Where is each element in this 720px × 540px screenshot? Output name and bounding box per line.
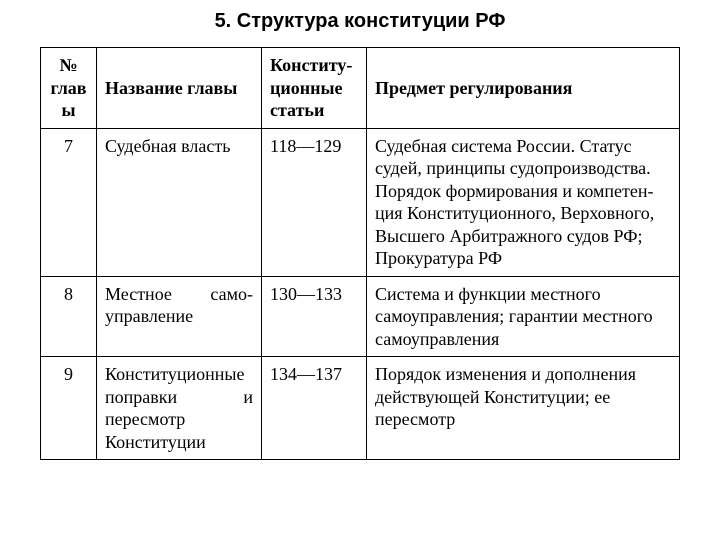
- cell-chapter-number: 7: [41, 128, 97, 276]
- page-title: 5. Структура конституции РФ: [40, 10, 680, 33]
- table-row: 9 Конституци­онные поправ­ки и пересмотр…: [41, 357, 680, 460]
- table-row: 8 Местное само­управление 130—133 Систем…: [41, 276, 680, 357]
- structure-table: № главы Название главы Конститу­ционные …: [40, 47, 680, 460]
- page: 5. Структура конституции РФ № главы Назв…: [0, 0, 720, 540]
- cell-articles: 118—129: [262, 128, 367, 276]
- table-body: 7 Судебная власть 118—129 Судебная систе…: [41, 128, 680, 460]
- cell-subject: Система и функции местного самоуправлени…: [367, 276, 680, 357]
- cell-chapter-name: Судебная власть: [97, 128, 262, 276]
- cell-chapter-name: Конституци­онные поправ­ки и пересмотр К…: [97, 357, 262, 460]
- cell-chapter-number: 9: [41, 357, 97, 460]
- col-header-subject: Предмет регулирования: [367, 48, 680, 129]
- table-header-row: № главы Название главы Конститу­ционные …: [41, 48, 680, 129]
- col-header-chapter-number: № главы: [41, 48, 97, 129]
- cell-subject: Порядок изменения и допол­нения действую…: [367, 357, 680, 460]
- cell-subject: Судебная система России. Статус судей, п…: [367, 128, 680, 276]
- table-row: 7 Судебная власть 118—129 Судебная систе…: [41, 128, 680, 276]
- cell-chapter-name: Местное само­управление: [97, 276, 262, 357]
- table-header: № главы Название главы Конститу­ционные …: [41, 48, 680, 129]
- cell-chapter-number: 8: [41, 276, 97, 357]
- cell-articles: 134—137: [262, 357, 367, 460]
- col-header-articles: Конститу­ционные статьи: [262, 48, 367, 129]
- cell-articles: 130—133: [262, 276, 367, 357]
- col-header-chapter-name: Название главы: [97, 48, 262, 129]
